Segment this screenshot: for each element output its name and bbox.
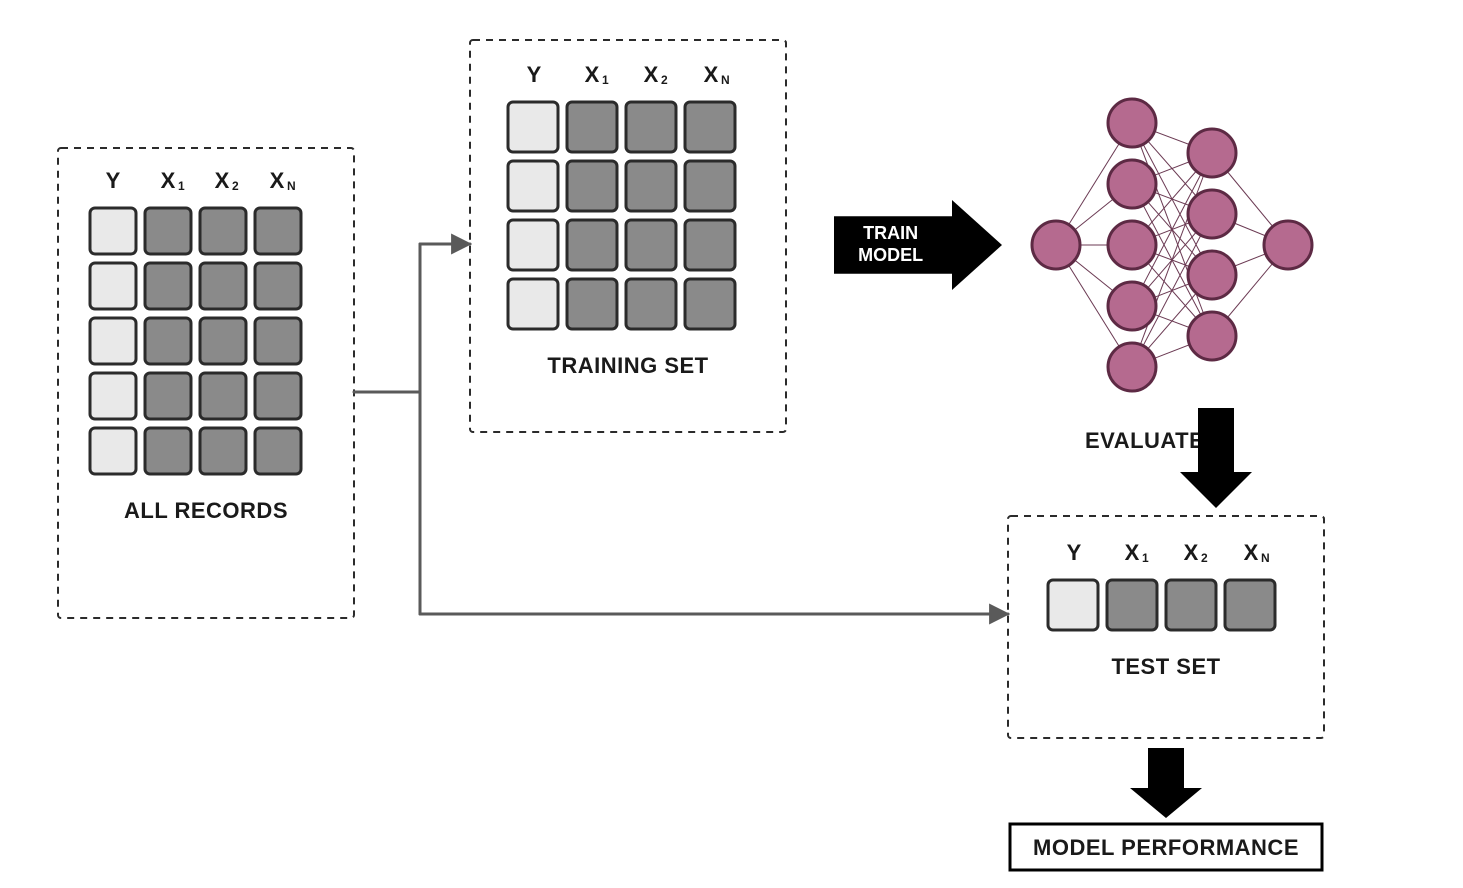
column-header: X2 bbox=[215, 168, 239, 193]
x-cell bbox=[145, 208, 191, 254]
x-cell bbox=[255, 263, 301, 309]
x-cell bbox=[567, 279, 617, 329]
svg-text:N: N bbox=[287, 179, 296, 193]
y-cell bbox=[90, 263, 136, 309]
svg-text:2: 2 bbox=[1201, 551, 1208, 565]
column-header: XN bbox=[704, 62, 730, 87]
x-cell bbox=[255, 208, 301, 254]
column-header: Y bbox=[1067, 540, 1082, 565]
nn-node bbox=[1188, 312, 1236, 360]
y-cell bbox=[508, 279, 558, 329]
nn-node bbox=[1032, 221, 1080, 269]
test-set-label: TEST SET bbox=[1111, 654, 1220, 679]
nn-node bbox=[1108, 343, 1156, 391]
svg-text:1: 1 bbox=[1142, 551, 1149, 565]
x-cell bbox=[200, 263, 246, 309]
x-cell bbox=[626, 102, 676, 152]
x-cell bbox=[1166, 580, 1216, 630]
svg-text:Y: Y bbox=[106, 168, 121, 193]
svg-text:2: 2 bbox=[661, 73, 668, 87]
svg-text:X: X bbox=[161, 168, 176, 193]
x-cell bbox=[626, 220, 676, 270]
svg-text:Y: Y bbox=[527, 62, 542, 87]
svg-text:1: 1 bbox=[602, 73, 609, 87]
y-cell bbox=[90, 428, 136, 474]
column-header: X1 bbox=[585, 62, 609, 87]
nn-node bbox=[1108, 99, 1156, 147]
x-cell bbox=[685, 220, 735, 270]
svg-text:X: X bbox=[585, 62, 600, 87]
training-set-label: TRAINING SET bbox=[547, 353, 708, 378]
svg-text:X: X bbox=[1184, 540, 1199, 565]
x-cell bbox=[255, 428, 301, 474]
x-cell bbox=[567, 102, 617, 152]
x-cell bbox=[685, 102, 735, 152]
svg-text:Y: Y bbox=[1067, 540, 1082, 565]
x-cell bbox=[1107, 580, 1157, 630]
column-header: Y bbox=[527, 62, 542, 87]
model-performance-label: MODEL PERFORMANCE bbox=[1033, 835, 1299, 860]
column-header: X2 bbox=[1184, 540, 1208, 565]
y-cell bbox=[90, 318, 136, 364]
y-cell bbox=[508, 102, 558, 152]
y-cell bbox=[1048, 580, 1098, 630]
x-cell bbox=[200, 428, 246, 474]
svg-text:N: N bbox=[721, 73, 730, 87]
x-cell bbox=[567, 220, 617, 270]
nn-node bbox=[1108, 221, 1156, 269]
svg-text:MODEL: MODEL bbox=[858, 245, 923, 265]
svg-text:X: X bbox=[1125, 540, 1140, 565]
column-header: Y bbox=[106, 168, 121, 193]
svg-text:N: N bbox=[1261, 551, 1270, 565]
test-to-performance-arrow bbox=[1130, 748, 1202, 818]
x-cell bbox=[1225, 580, 1275, 630]
x-cell bbox=[567, 161, 617, 211]
column-header: X1 bbox=[161, 168, 185, 193]
y-cell bbox=[508, 161, 558, 211]
svg-text:1: 1 bbox=[178, 179, 185, 193]
nn-node bbox=[1188, 190, 1236, 238]
evaluate-label: EVALUATE bbox=[1085, 428, 1204, 453]
nn-node bbox=[1188, 129, 1236, 177]
x-cell bbox=[145, 318, 191, 364]
x-cell bbox=[626, 279, 676, 329]
y-cell bbox=[508, 220, 558, 270]
svg-text:TRAIN: TRAIN bbox=[863, 223, 918, 243]
svg-text:X: X bbox=[215, 168, 230, 193]
evaluate-arrow bbox=[1180, 408, 1252, 508]
nn-node bbox=[1108, 160, 1156, 208]
diagram-canvas: YX1X2XNALL RECORDSYX1X2XNTRAINING SETYX1… bbox=[0, 0, 1463, 888]
column-header: X1 bbox=[1125, 540, 1149, 565]
svg-text:2: 2 bbox=[232, 179, 239, 193]
x-cell bbox=[685, 279, 735, 329]
neural-network-icon bbox=[1032, 99, 1312, 391]
nn-node bbox=[1108, 282, 1156, 330]
x-cell bbox=[145, 428, 191, 474]
x-cell bbox=[200, 318, 246, 364]
column-header: X2 bbox=[644, 62, 668, 87]
column-header: XN bbox=[270, 168, 296, 193]
x-cell bbox=[255, 318, 301, 364]
svg-text:X: X bbox=[270, 168, 285, 193]
y-cell bbox=[90, 373, 136, 419]
nn-node bbox=[1188, 251, 1236, 299]
x-cell bbox=[145, 263, 191, 309]
svg-text:X: X bbox=[644, 62, 659, 87]
svg-text:X: X bbox=[704, 62, 719, 87]
x-cell bbox=[200, 208, 246, 254]
x-cell bbox=[685, 161, 735, 211]
x-cell bbox=[145, 373, 191, 419]
all-records-label: ALL RECORDS bbox=[124, 498, 288, 523]
nn-node bbox=[1264, 221, 1312, 269]
svg-text:X: X bbox=[1244, 540, 1259, 565]
y-cell bbox=[90, 208, 136, 254]
x-cell bbox=[255, 373, 301, 419]
column-header: XN bbox=[1244, 540, 1270, 565]
x-cell bbox=[200, 373, 246, 419]
x-cell bbox=[626, 161, 676, 211]
